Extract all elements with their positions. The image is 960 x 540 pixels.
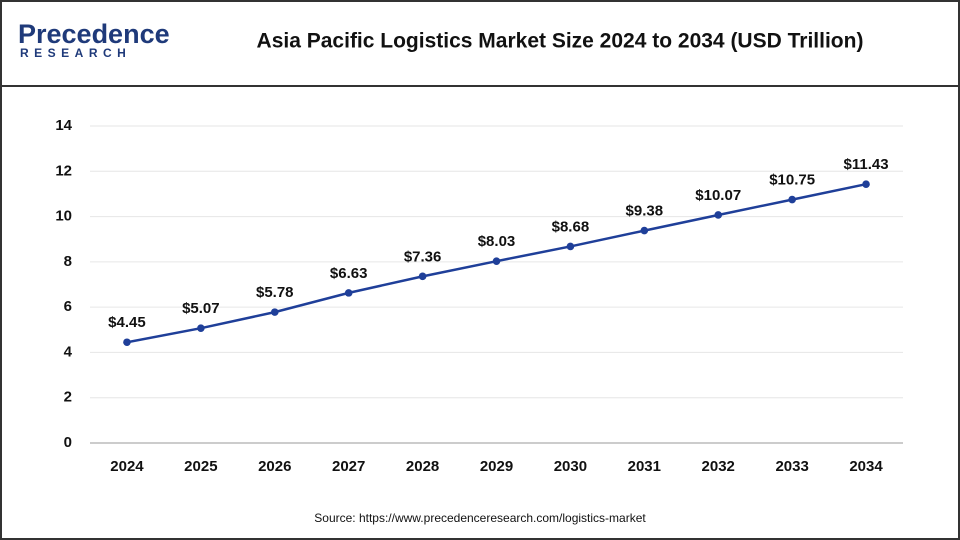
y-tick-label: 10: [55, 208, 72, 225]
x-tick-label: 2032: [702, 458, 735, 475]
x-tick-label: 2033: [775, 458, 808, 475]
x-tick-label: 2025: [184, 458, 217, 475]
point: [640, 226, 649, 235]
value-label: $7.36: [404, 248, 442, 265]
point: [270, 308, 279, 316]
value-label: $6.63: [330, 265, 368, 282]
point: [197, 324, 205, 333]
x-tick-label: 2034: [849, 458, 883, 475]
point: [418, 272, 427, 281]
x-tick-label: 2027: [332, 458, 365, 475]
x-tick-label: 2026: [258, 458, 291, 475]
x-tick-label: 2031: [628, 458, 661, 475]
y-tick-label: 2: [64, 389, 72, 406]
chart-title: Asia Pacific Logistics Market Size 2024 …: [257, 30, 864, 53]
point: [344, 289, 353, 297]
y-tick-label: 8: [64, 253, 72, 270]
value-label: $5.78: [256, 284, 294, 301]
x-tick-label: 2024: [110, 458, 144, 475]
point: [123, 338, 131, 347]
y-tick-label: 6: [64, 298, 72, 315]
point: [566, 242, 575, 251]
value-label: $11.43: [844, 156, 889, 173]
x-tick-label: 2030: [554, 458, 587, 475]
value-label: $10.75: [769, 172, 815, 189]
point: [788, 195, 796, 204]
point: [492, 257, 501, 265]
value-label: $5.07: [182, 300, 220, 317]
x-tick-label: 2029: [480, 458, 513, 475]
point: [714, 211, 723, 219]
y-tick-label: 0: [64, 434, 72, 451]
point: [862, 180, 870, 188]
value-label: $8.03: [478, 233, 516, 250]
y-tick-label: 12: [55, 162, 72, 179]
value-label: $4.45: [108, 314, 146, 331]
y-tick-label: 14: [55, 117, 72, 134]
value-label: $9.38: [626, 203, 664, 220]
source: Source: https://www.precedenceresearch.c…: [314, 511, 646, 525]
logo-name: Precedence: [18, 19, 170, 49]
y-tick-label: 4: [64, 343, 73, 360]
x-tick-label: 2028: [406, 458, 439, 475]
value-label: $8.68: [552, 218, 590, 235]
logo-tagline: RESEARCH: [20, 46, 131, 60]
value-label: $10.07: [695, 187, 741, 204]
